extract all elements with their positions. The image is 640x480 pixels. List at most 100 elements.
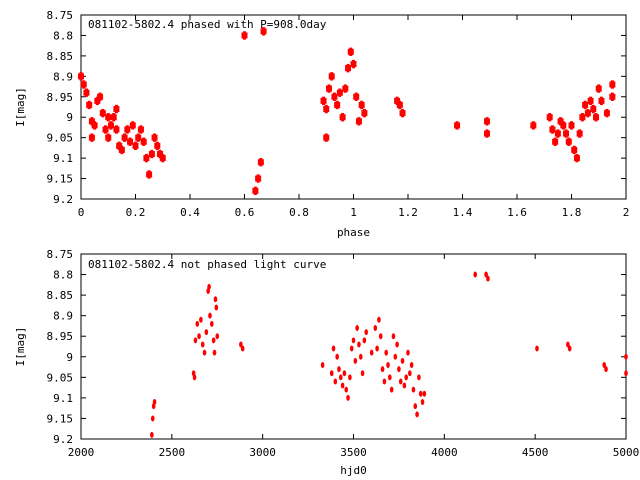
- data-point: [150, 431, 154, 438]
- data-point: [397, 366, 401, 373]
- data-point: [348, 374, 352, 381]
- data-point-cross: [357, 117, 361, 126]
- data-point-cross: [324, 104, 328, 114]
- x-axis-label: phase: [337, 226, 370, 239]
- data-point-cross: [147, 170, 151, 179]
- data-point-cross: [161, 153, 165, 163]
- data-point-cross: [360, 100, 364, 110]
- data-point: [535, 345, 539, 352]
- data-point: [199, 316, 203, 323]
- y-tick-label: 9.05: [47, 371, 74, 384]
- data-point: [358, 353, 363, 360]
- data-point: [624, 353, 628, 360]
- data-point: [409, 362, 414, 368]
- plot-frame: [80, 253, 627, 440]
- data-point-cross: [561, 121, 565, 130]
- data-point-cross: [93, 121, 97, 130]
- data-point: [337, 366, 341, 373]
- data-point-cross: [578, 129, 582, 138]
- data-point: [602, 362, 606, 368]
- data-point: [604, 366, 608, 373]
- data-point: [344, 386, 349, 393]
- data-point-cross: [553, 137, 557, 146]
- data-point: [355, 325, 359, 331]
- data-point: [373, 325, 378, 331]
- data-point: [369, 349, 374, 356]
- data-point-cross: [610, 92, 614, 101]
- chart-panel-1: 0 0.2 0.4 0.6 0.8 1 1.2 1.4 1.6 1.8 2 8.75 8.8 8.85 8.…: [14, 9, 629, 239]
- data-point: [150, 415, 155, 422]
- data-point-cross: [158, 149, 162, 159]
- data-point: [204, 329, 209, 336]
- data-point-cross: [114, 104, 118, 114]
- data-point-cross: [395, 96, 399, 106]
- chart-title: 081102-5802.4 phased with P=908.0day: [88, 18, 327, 31]
- data-point-cross: [597, 84, 601, 93]
- data-point: [473, 271, 478, 278]
- data-point: [342, 370, 347, 377]
- x-tick-label: 1.4: [453, 206, 473, 219]
- data-point-cross: [136, 133, 140, 142]
- y-axis-label: I[mag]: [14, 327, 27, 367]
- data-point: [215, 333, 220, 340]
- data-point: [333, 378, 338, 385]
- data-point-cross: [550, 125, 554, 134]
- data-point-cross: [144, 153, 148, 163]
- y-tick-label: 9.05: [47, 132, 74, 145]
- data-point: [193, 337, 198, 344]
- data-point: [422, 390, 427, 397]
- data-point: [335, 353, 339, 360]
- data-point: [411, 386, 416, 393]
- x-tick-label: 2500: [159, 446, 186, 459]
- data-point-cross: [243, 31, 246, 40]
- data-point: [388, 374, 392, 381]
- y-tick-label: 9.15: [47, 412, 74, 425]
- data-point: [402, 382, 407, 389]
- data-point: [240, 345, 245, 352]
- data-point-cross: [330, 72, 334, 81]
- data-point-cross: [150, 149, 154, 159]
- data-point-cross: [327, 84, 331, 93]
- data-point: [378, 333, 383, 340]
- data-point-cross: [104, 125, 108, 134]
- data-point-cross: [112, 113, 116, 122]
- data-point-cross: [567, 137, 571, 146]
- x-tick-label: 4000: [431, 446, 458, 459]
- data-point-cross: [605, 108, 609, 118]
- data-point-cross: [98, 92, 102, 101]
- data-point: [329, 370, 334, 377]
- data-point: [624, 370, 628, 377]
- data-point: [395, 341, 399, 348]
- data-point: [214, 304, 219, 311]
- data-point: [418, 390, 423, 397]
- data-point: [391, 333, 396, 340]
- y-tick-label: 9.15: [47, 173, 74, 186]
- data-point-cross: [153, 133, 157, 142]
- data-point-cross: [79, 72, 83, 81]
- chart-panel-2: 2000 2500 3000 3500 4000 4500 5000 8.75 8.8 8.85 8…: [14, 248, 639, 477]
- x-tick-label: 0.8: [289, 206, 309, 219]
- data-point-cross: [128, 137, 132, 146]
- data-point: [346, 394, 350, 401]
- data-point-cross: [485, 117, 489, 126]
- y-tick-label: 8.9: [53, 310, 73, 323]
- y-tick-label: 9: [66, 111, 73, 124]
- data-point-cross: [343, 84, 347, 93]
- data-point: [320, 362, 325, 368]
- data-point: [389, 386, 394, 393]
- data-series: [78, 27, 616, 196]
- data-point: [351, 337, 356, 344]
- data-point: [377, 316, 381, 323]
- data-point-cross: [95, 96, 99, 106]
- y-tick-label: 8.9: [53, 70, 73, 83]
- x-tick-label: 1.6: [507, 206, 527, 219]
- data-point: [349, 345, 354, 352]
- data-point-cross: [570, 121, 573, 130]
- data-point-cross: [117, 141, 121, 151]
- y-tick-label: 8.85: [47, 289, 74, 302]
- x-tick-label: 0.6: [235, 206, 255, 219]
- data-point: [211, 337, 216, 344]
- data-point: [567, 345, 572, 352]
